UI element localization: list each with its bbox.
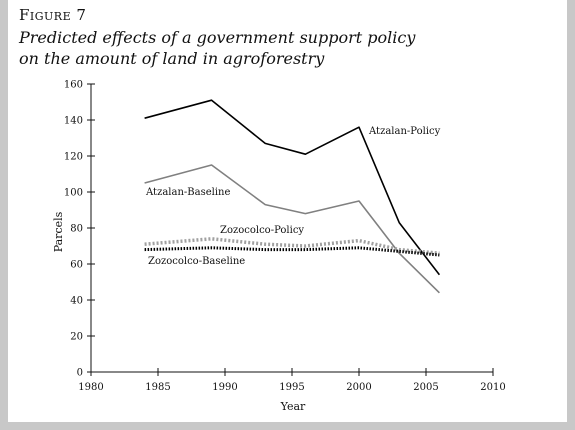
series-line-zozocolco-baseline <box>144 246 440 257</box>
y-tick-label: 60 <box>70 260 83 271</box>
series-label-atzalan-baseline: Atzalan-Baseline <box>145 187 230 198</box>
x-tick-label: 2010 <box>480 382 505 393</box>
figure-title: Predicted effects of a government suppor… <box>19 27 415 69</box>
chart-axes: 0 20 40 60 80 100 120 140 160 1980 1985 1990 1995 200… <box>64 80 506 394</box>
figure-title-line-2: on the amount of land in agroforestry <box>19 49 325 68</box>
series-line-atzalan-baseline <box>144 164 440 294</box>
y-tick-label: 140 <box>64 116 83 127</box>
series-label-zozocolco-baseline: Zozocolco-Baseline <box>148 256 245 267</box>
y-axis-label: Parcels <box>52 211 65 252</box>
y-tick-label: 20 <box>70 332 83 343</box>
figure-title-line-1: Predicted effects of a government suppor… <box>19 28 416 47</box>
chart-series <box>144 99 441 294</box>
chart-annotations: Atzalan-Policy Atzalan-Baseline Zozocolco-… <box>145 126 441 267</box>
x-tick-label: 1990 <box>212 382 237 393</box>
x-tick-label: 2000 <box>346 382 371 393</box>
x-axis-label: Year <box>280 400 306 413</box>
series-label-atzalan-policy: Atzalan-Policy <box>368 126 441 137</box>
y-tick-label: 120 <box>64 152 83 163</box>
figure-frame <box>8 0 567 422</box>
x-tick-label: 1995 <box>279 382 304 393</box>
series-line-zozocolco-policy <box>144 237 440 255</box>
figure-label: Figure 7 <box>19 6 87 24</box>
y-tick-label: 40 <box>70 296 83 307</box>
y-tick-label: 160 <box>64 80 83 91</box>
series-line-atzalan-policy <box>144 99 441 276</box>
x-tick-label: 2005 <box>413 382 438 393</box>
x-tick-label: 1980 <box>78 382 103 393</box>
y-tick-label: 80 <box>70 224 83 235</box>
y-tick-label: 100 <box>64 188 83 199</box>
y-tick-label: 0 <box>77 368 83 379</box>
x-tick-label: 1985 <box>145 382 170 393</box>
series-label-zozocolco-policy: Zozocolco-Policy <box>220 225 304 236</box>
